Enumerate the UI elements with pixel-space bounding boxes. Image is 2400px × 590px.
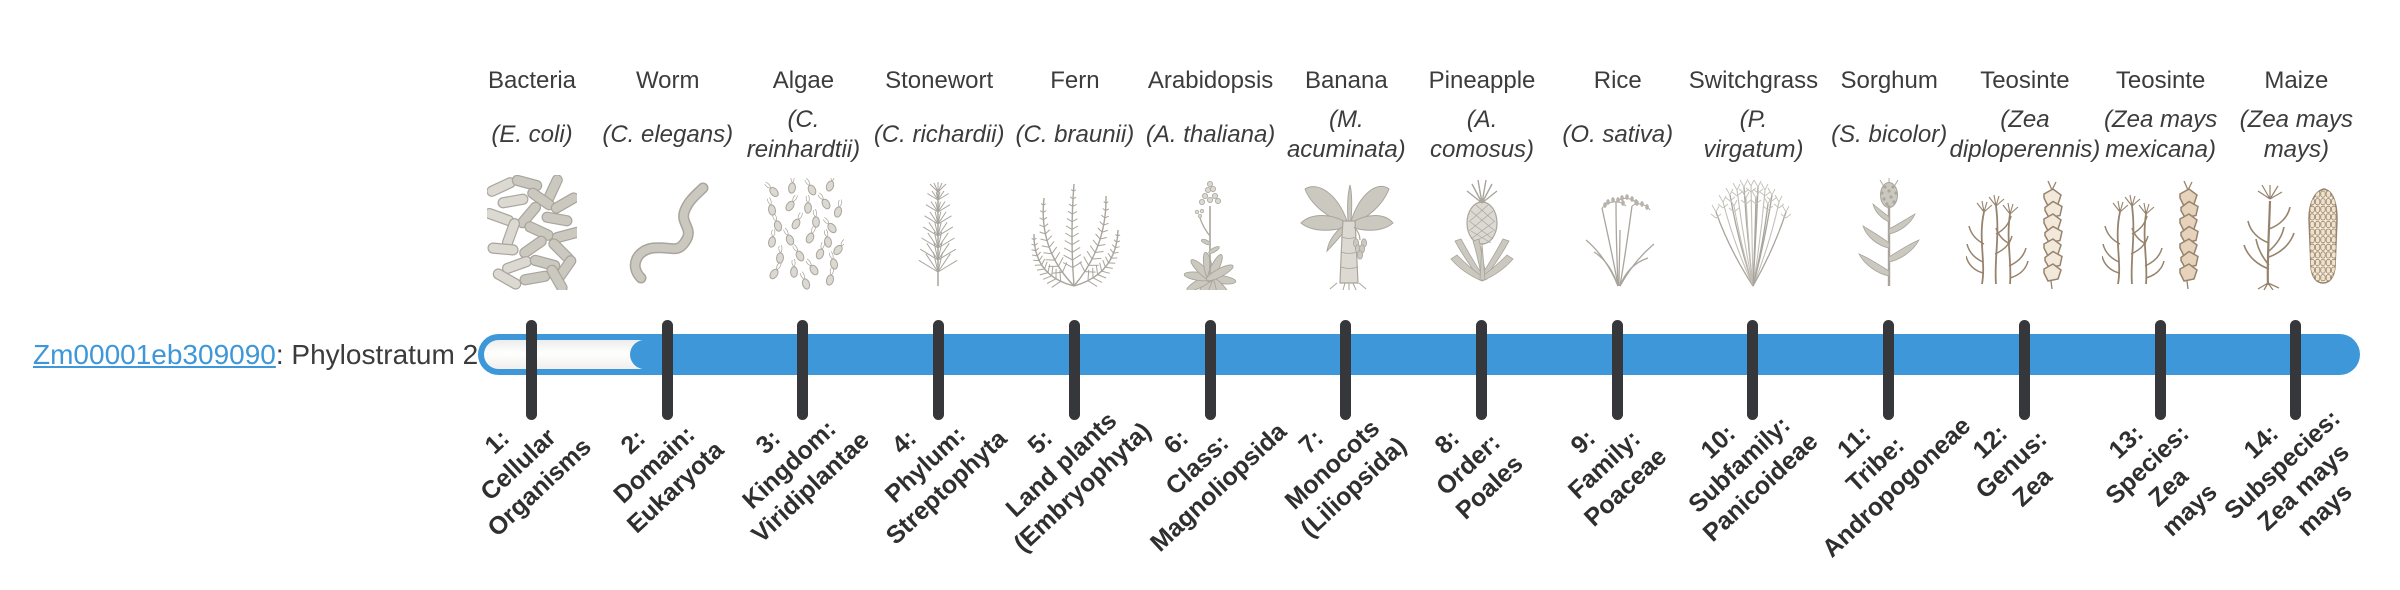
rice-icon: [1533, 168, 1703, 290]
organism-label-stonewort: Stonewort (C. richardii): [839, 66, 1039, 166]
tick-5: [1068, 320, 1080, 420]
organism-species-name: (S. bicolor): [1831, 121, 1948, 148]
organism-label-worm: Worm (C. elegans): [568, 66, 768, 166]
banana-icon: [1261, 168, 1431, 290]
tick-8: [1476, 320, 1488, 420]
tick-7: [1340, 320, 1352, 420]
tick-9: [1611, 320, 1623, 420]
bar-filled-range: [630, 340, 2354, 369]
tick-12: [2018, 320, 2030, 420]
sorghum-icon: [1804, 168, 1974, 290]
organism-common-name: Switchgrass: [1688, 67, 1819, 94]
organism-label-rice: Rice (O. sativa): [1518, 66, 1718, 166]
organism-species-name: (A. comosus): [1430, 106, 1535, 163]
organism-label-fern: Fern (C. braunii): [975, 66, 1175, 166]
tick-11: [1883, 320, 1895, 420]
organism-common-name: Rice: [1593, 67, 1642, 94]
arabidopsis-icon: [1126, 168, 1296, 290]
tick-14: [2290, 320, 2302, 420]
organism-label-teosinte-mexicana: Teosinte (Zea mays mexicana): [2061, 66, 2261, 166]
organism-label-pineapple: Pineapple (A. comosus): [1382, 66, 1582, 166]
organism-species-name: (E. coli): [491, 121, 573, 148]
switchgrass-icon: [1668, 168, 1838, 290]
organism-label-algae: Algae (C. reinhardtii): [703, 66, 903, 166]
tick-4: [933, 320, 945, 420]
organism-species-name: (C. reinhardtii): [746, 106, 861, 163]
organism-species-name: (M. acuminata): [1286, 106, 1406, 163]
teosinte-mexicana-icon: [2076, 168, 2246, 290]
organism-species-name: (O. sativa): [1562, 121, 1674, 148]
organism-common-name: Bacteria: [487, 67, 577, 94]
worm-icon: [583, 168, 753, 290]
gene-label: Zm00001eb309090: Phylostratum 2: [33, 340, 478, 370]
phylostratum-bar: [478, 334, 2360, 375]
organism-common-name: Teosinte: [1980, 67, 2070, 94]
organism-common-name: Stonewort: [885, 67, 994, 94]
organism-species-name: (C. richardii): [873, 121, 1005, 148]
organism-species-name: (C. elegans): [602, 121, 734, 148]
organism-common-name: Worm: [635, 67, 700, 94]
tick-6: [1204, 320, 1216, 420]
organism-common-name: Fern: [1050, 67, 1100, 94]
maize-icon: [2211, 168, 2381, 290]
stonewort-icon: [854, 168, 1024, 290]
organism-species-name: (C. braunii): [1015, 121, 1135, 148]
bar-unfilled-track: [484, 340, 654, 369]
organism-species-name: (Zea mays mexicana): [2103, 106, 2218, 163]
tick-10: [1747, 320, 1759, 420]
tick-2: [661, 320, 673, 420]
organism-species-name: (Zea diploperennis): [1949, 106, 2101, 163]
organism-label-switchgrass: Switchgrass (P. virgatum): [1653, 66, 1853, 166]
organism-common-name: Banana: [1304, 67, 1388, 94]
organism-species-name: (Zea mays mays): [2239, 106, 2354, 163]
organism-common-name: Maize: [2264, 67, 2329, 94]
organism-label-maize: Maize (Zea mays mays): [2196, 66, 2396, 166]
organism-common-name: Sorghum: [1840, 67, 1938, 94]
tick-1: [526, 320, 537, 420]
teosinte-diploperennis-icon: [1940, 168, 2110, 290]
organism-common-name: Arabidopsis: [1147, 67, 1274, 94]
algae-icon: [718, 168, 888, 290]
pineapple-icon: [1397, 168, 1567, 290]
tick-3: [797, 320, 809, 420]
fern-icon: [990, 168, 1160, 290]
organism-label-sorghum: Sorghum (S. bicolor): [1789, 66, 1989, 166]
tick-13: [2154, 320, 2166, 420]
organism-species-name: (A. thaliana): [1145, 121, 1276, 148]
gene-id-link[interactable]: Zm00001eb309090: [33, 339, 276, 370]
organism-label-banana: Banana (M. acuminata): [1246, 66, 1446, 166]
organism-common-name: Pineapple: [1428, 67, 1536, 94]
organism-common-name: Algae: [772, 67, 835, 94]
organism-label-bacteria: Bacteria (E. coli): [432, 66, 632, 166]
organism-common-name: Teosinte: [2115, 67, 2206, 94]
organism-species-name: (P. virgatum): [1703, 106, 1804, 163]
organism-label-arabidopsis: Arabidopsis (A. thaliana): [1111, 66, 1311, 166]
organism-label-teosinte-diploperennis: Teosinte (Zea diploperennis): [1925, 66, 2125, 166]
gene-stratum-text: : Phylostratum 2: [275, 339, 479, 370]
bacteria-icon: [447, 168, 617, 290]
